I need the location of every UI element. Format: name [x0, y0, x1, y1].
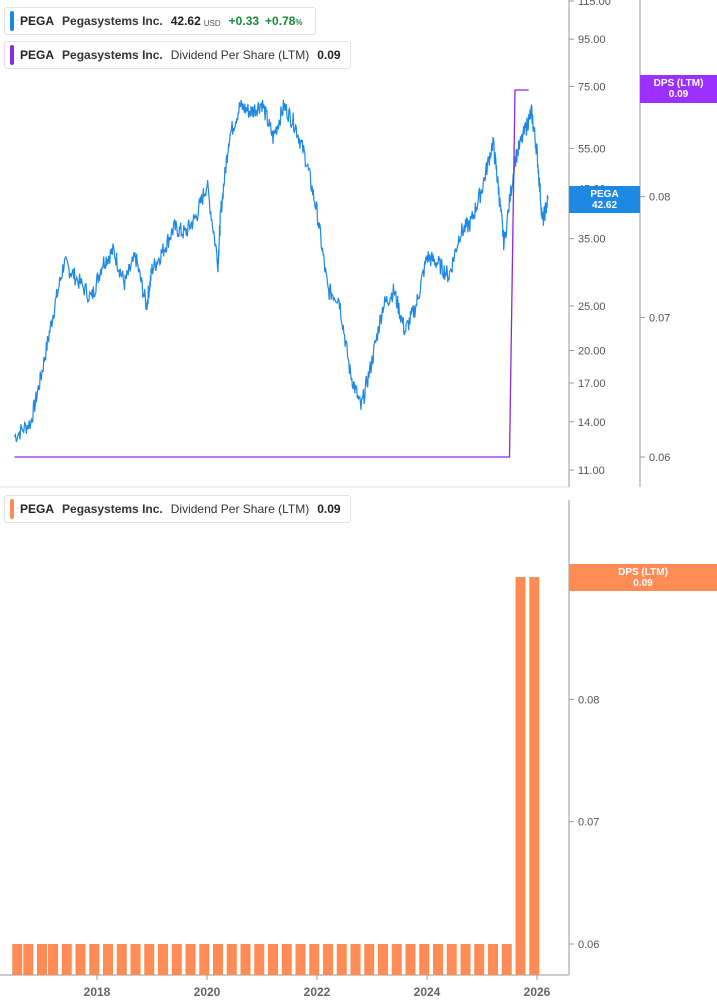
dps-bar	[61, 944, 72, 975]
dps-bottom-tag: DPS (LTM) 0.09	[569, 564, 717, 591]
price-series-line	[13, 99, 549, 443]
dps-bottom-legend-name: Pegasystems Inc.	[62, 502, 163, 516]
dps-top-swatch	[10, 45, 14, 65]
price-panel: 115.0095.0075.0055.0045.0035.0025.0020.0…	[0, 0, 670, 488]
dps-top-tag-value: 0.09	[668, 89, 689, 100]
price-legend[interactable]: PEGA Pegasystems Inc. 42.62 USD +0.33 +0…	[4, 7, 316, 35]
dps-bar	[48, 944, 58, 975]
dps-bar	[323, 944, 333, 975]
dps-bottom-tag-label: DPS (LTM)	[618, 566, 668, 578]
price-tick-label: 35.00	[578, 234, 606, 246]
time-tick-label: 2026	[524, 985, 551, 999]
dps-top-legend-value: 0.09	[317, 48, 341, 62]
time-tick-label: 2018	[84, 985, 111, 999]
dps-bottom-tag-value: 0.09	[633, 577, 653, 589]
dps-bar	[89, 944, 100, 975]
price-tag-symbol: PEGA	[590, 188, 619, 200]
dps-bar	[268, 944, 278, 975]
dps-bar	[378, 944, 388, 975]
dps-bottom-legend-value: 0.09	[317, 502, 341, 516]
dps-bar	[309, 944, 320, 975]
price-legend-pct-sign: %	[295, 18, 303, 27]
time-tick-label: 2024	[414, 985, 441, 999]
dps-bar	[199, 944, 210, 975]
dps-bottom-legend[interactable]: PEGA Pegasystems Inc. Dividend Per Share…	[4, 495, 351, 523]
dps-tick-label: 0.07	[649, 312, 670, 324]
dps-bar	[419, 944, 430, 975]
dps-bar-panel: 0.09 0.08 0.07 0.06 2018 2020 2022 2024 2026	[0, 500, 599, 999]
time-tick-label: 2022	[304, 985, 331, 999]
dps-bar	[515, 577, 526, 975]
dps-bar	[103, 944, 113, 975]
dps-bar	[295, 944, 306, 975]
dps-top-legend-metric: Dividend Per Share (LTM)	[170, 48, 310, 62]
dps-top-legend[interactable]: PEGA Pegasystems Inc. Dividend Per Share…	[4, 41, 351, 69]
dps-bar	[12, 944, 23, 975]
bar-tick-label: 0.08	[578, 694, 599, 706]
price-tick-label: 95.00	[578, 34, 606, 46]
dps-tick-label: 0.08	[649, 192, 670, 204]
price-tick-label: 55.00	[578, 143, 606, 155]
dps-top-legend-symbol: PEGA	[20, 48, 55, 62]
dps-top-tag-label: DPS (LTM)	[653, 78, 704, 89]
price-tag: PEGA 42.62	[569, 186, 640, 213]
dps-bar	[226, 944, 237, 975]
dps-bar	[391, 944, 402, 975]
dps-bar	[75, 944, 86, 975]
price-tick-label: 115.00	[578, 0, 611, 8]
price-tick-label: 17.00	[578, 378, 606, 390]
price-legend-change-pct: +0.78	[265, 14, 296, 28]
price-legend-value: 42.62	[170, 14, 201, 28]
time-tick-label: 2020	[194, 985, 221, 999]
dps-bar	[364, 944, 375, 975]
dps-bar	[185, 944, 196, 975]
price-tick-label: 11.00	[578, 465, 605, 477]
dps-bar	[433, 944, 443, 975]
dps-top-legend-name: Pegasystems Inc.	[62, 48, 163, 62]
dps-bar	[529, 577, 540, 975]
dps-bar	[336, 944, 347, 975]
price-legend-currency: USD	[203, 18, 221, 28]
bar-tick-label: 0.06	[578, 939, 599, 951]
dps-bar	[501, 944, 512, 975]
price-tick-label: 75.00	[578, 81, 606, 93]
dps-tick-label: 0.06	[649, 452, 670, 464]
dps-bar	[405, 944, 416, 975]
dps-series-line	[14, 89, 529, 458]
price-tag-value: 42.62	[591, 199, 618, 211]
dps-bar	[460, 944, 471, 975]
dps-bar	[488, 944, 498, 975]
dps-bar	[116, 944, 127, 975]
dps-bottom-legend-metric: Dividend Per Share (LTM)	[170, 502, 310, 516]
price-tick-label: 20.00	[578, 346, 606, 358]
dps-bar	[171, 944, 182, 975]
price-legend-symbol: PEGA	[20, 14, 55, 28]
price-swatch	[10, 11, 14, 31]
bar-tick-label: 0.07	[578, 817, 599, 829]
dps-bar	[158, 944, 168, 975]
dps-bar	[446, 944, 457, 975]
price-legend-change: +0.33	[228, 14, 260, 28]
dps-bottom-swatch	[10, 499, 14, 519]
dps-bar	[474, 944, 485, 975]
dps-bar	[130, 944, 141, 975]
dps-bar	[281, 944, 292, 975]
dps-bar	[240, 944, 251, 975]
dps-top-tag: DPS (LTM) 0.09	[640, 75, 717, 103]
price-tick-label: 25.00	[578, 301, 606, 313]
dps-bar	[144, 944, 155, 975]
dps-bottom-legend-symbol: PEGA	[20, 502, 55, 516]
price-legend-name: Pegasystems Inc.	[62, 14, 163, 28]
dps-bar	[23, 944, 34, 975]
dps-bar	[37, 944, 47, 975]
dps-bar	[213, 944, 223, 975]
dps-bar	[350, 944, 361, 975]
price-tick-label: 14.00	[578, 417, 606, 429]
dps-bar	[254, 944, 265, 975]
